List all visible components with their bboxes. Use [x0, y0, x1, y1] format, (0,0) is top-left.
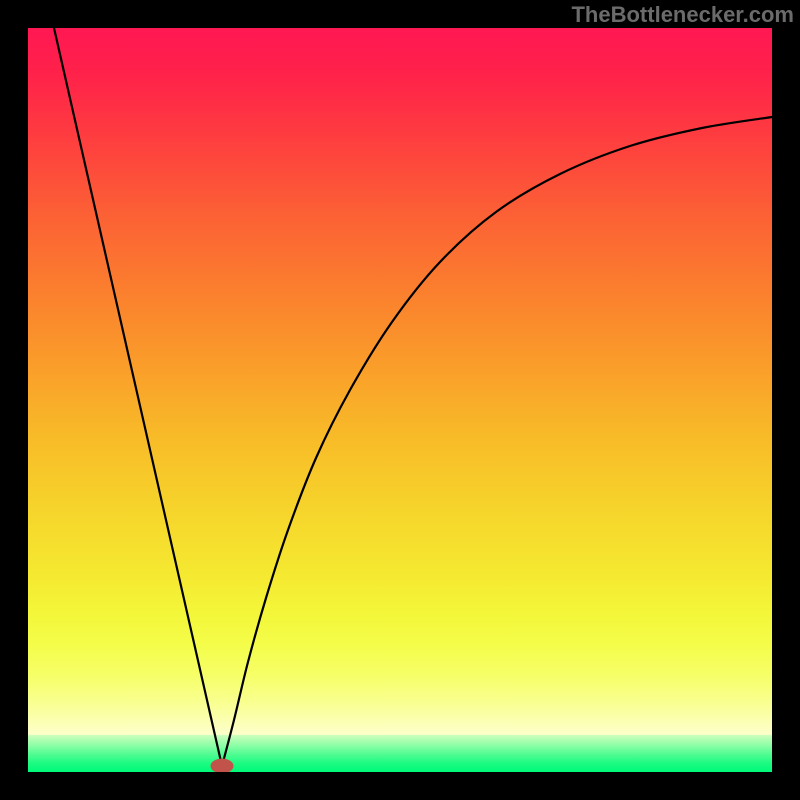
chart-border [0, 0, 800, 800]
chart-frame: TheBottlenecker.com [0, 0, 800, 800]
watermark-text: TheBottlenecker.com [571, 2, 794, 28]
